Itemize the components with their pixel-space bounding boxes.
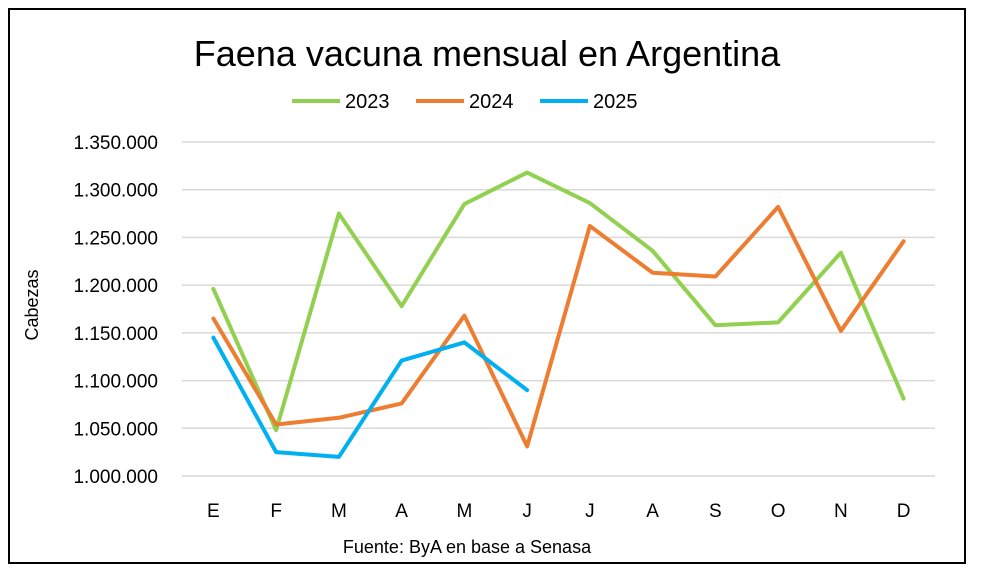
x-tick-label: M xyxy=(331,501,347,522)
series-line-2023 xyxy=(211,170,906,433)
y-tick-label: 1.150.000 xyxy=(73,324,158,345)
x-tick-label: D xyxy=(897,501,911,522)
y-axis-ticks: 1.000.000 1.050.000 1.100.000 1.150.000 1.20… xyxy=(73,133,158,488)
y-tick-label: 1.250.000 xyxy=(73,228,158,249)
x-tick-label: N xyxy=(834,501,848,522)
y-axis-label: Cabezas xyxy=(22,269,42,340)
series-lines xyxy=(211,170,906,459)
x-tick-label: J xyxy=(522,501,532,522)
legend: 2023 2024 2025 xyxy=(292,91,638,113)
series-line-2025 xyxy=(211,335,530,459)
x-tick-label: E xyxy=(207,501,220,522)
x-tick-label: J xyxy=(585,501,595,522)
x-tick-label: O xyxy=(771,501,786,522)
y-tick-label: 1.350.000 xyxy=(73,133,158,154)
chart-frame xyxy=(8,8,966,564)
x-tick-label: A xyxy=(646,501,659,522)
y-tick-label: 1.050.000 xyxy=(73,419,158,440)
legend-label-2024: 2024 xyxy=(469,91,514,113)
x-tick-label: F xyxy=(270,501,282,522)
x-tick-label: S xyxy=(709,501,722,522)
source-note: Fuente: ByA en base a Senasa xyxy=(343,537,592,557)
y-tick-label: 1.100.000 xyxy=(73,372,158,393)
y-tick-label: 1.200.000 xyxy=(73,276,158,297)
y-tick-label: 1.300.000 xyxy=(73,181,158,202)
x-tick-label: A xyxy=(395,501,408,522)
legend-label-2025: 2025 xyxy=(593,91,638,113)
y-tick-label: 1.000.000 xyxy=(73,467,158,488)
gridlines xyxy=(182,141,935,477)
x-tick-label: M xyxy=(456,501,472,522)
chart-title: Faena vacuna mensual en Argentina xyxy=(194,33,781,74)
legend-label-2023: 2023 xyxy=(345,91,390,113)
series-line-2024 xyxy=(211,204,906,449)
